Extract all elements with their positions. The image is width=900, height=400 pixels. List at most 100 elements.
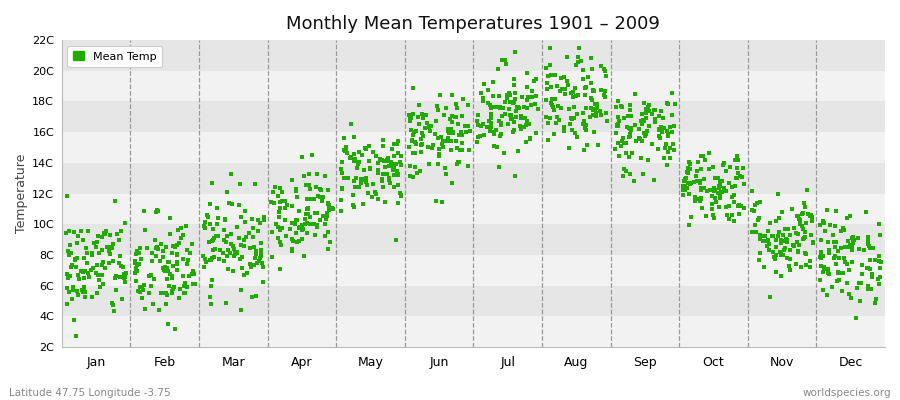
Point bbox=[787, 224, 801, 231]
Point bbox=[69, 255, 84, 261]
Point bbox=[627, 178, 642, 184]
Point bbox=[288, 188, 302, 194]
Point bbox=[688, 194, 702, 200]
Point bbox=[547, 72, 562, 78]
Point bbox=[834, 227, 849, 234]
Point bbox=[156, 253, 170, 260]
Point bbox=[493, 133, 508, 139]
Point bbox=[76, 268, 90, 275]
Point bbox=[835, 288, 850, 294]
Point bbox=[681, 222, 696, 229]
Point bbox=[567, 104, 581, 110]
Point bbox=[70, 233, 85, 239]
Point bbox=[697, 176, 711, 182]
Point bbox=[652, 126, 666, 133]
Point bbox=[285, 220, 300, 226]
Point bbox=[245, 294, 259, 300]
Point bbox=[813, 222, 827, 228]
Point bbox=[507, 99, 521, 105]
Point bbox=[566, 94, 580, 101]
Point bbox=[381, 154, 395, 161]
Point bbox=[374, 156, 388, 162]
Point bbox=[628, 138, 643, 144]
Point bbox=[562, 106, 576, 112]
Point bbox=[59, 193, 74, 199]
Point bbox=[429, 198, 444, 204]
Point bbox=[300, 230, 314, 236]
Point bbox=[692, 198, 706, 204]
Point bbox=[702, 166, 716, 172]
Point bbox=[719, 168, 733, 174]
Point bbox=[482, 118, 496, 125]
Point bbox=[539, 79, 554, 86]
Point bbox=[454, 132, 469, 138]
Point bbox=[872, 252, 886, 259]
Point bbox=[461, 163, 475, 169]
Point bbox=[418, 125, 432, 131]
Point bbox=[635, 138, 650, 144]
Point bbox=[616, 115, 631, 121]
Point bbox=[816, 218, 831, 224]
Point bbox=[204, 180, 219, 186]
Point bbox=[320, 213, 334, 219]
Point bbox=[523, 134, 537, 141]
Point bbox=[386, 184, 400, 190]
Point bbox=[349, 175, 364, 181]
Point bbox=[159, 300, 174, 307]
Point bbox=[860, 241, 875, 247]
Point bbox=[472, 112, 486, 118]
Point bbox=[868, 300, 883, 306]
Point bbox=[830, 277, 844, 284]
Point bbox=[442, 130, 456, 136]
Point bbox=[520, 94, 535, 101]
Point bbox=[758, 233, 772, 240]
Point bbox=[256, 263, 271, 270]
Point bbox=[176, 256, 190, 262]
Point bbox=[275, 189, 290, 195]
Point bbox=[445, 92, 459, 98]
Point bbox=[642, 108, 656, 114]
Point bbox=[507, 119, 521, 125]
Point bbox=[74, 227, 88, 234]
Point bbox=[622, 134, 636, 140]
Point bbox=[248, 251, 263, 257]
Point bbox=[416, 115, 430, 122]
Point bbox=[181, 257, 195, 264]
Point bbox=[456, 96, 471, 102]
Point bbox=[355, 177, 369, 183]
Point bbox=[224, 241, 238, 247]
Point bbox=[751, 217, 765, 224]
Point bbox=[369, 153, 383, 160]
Point bbox=[841, 280, 855, 286]
Point bbox=[212, 247, 227, 254]
Point bbox=[152, 307, 166, 314]
Point bbox=[791, 231, 806, 238]
Point bbox=[519, 118, 534, 124]
Point bbox=[170, 242, 184, 249]
Point bbox=[589, 110, 603, 116]
Point bbox=[365, 194, 380, 201]
Point bbox=[309, 184, 323, 190]
Point bbox=[788, 230, 803, 237]
Point bbox=[410, 141, 424, 147]
Point bbox=[562, 144, 576, 151]
Point bbox=[579, 105, 593, 112]
Point bbox=[526, 78, 541, 84]
Point bbox=[84, 267, 98, 274]
Point bbox=[359, 146, 374, 152]
Point bbox=[716, 184, 731, 191]
Point bbox=[422, 124, 436, 130]
Point bbox=[868, 257, 882, 263]
Point bbox=[639, 105, 653, 112]
Point bbox=[217, 216, 231, 223]
Point bbox=[117, 275, 131, 282]
Point bbox=[417, 132, 431, 139]
Point bbox=[547, 96, 562, 102]
Point bbox=[96, 230, 111, 236]
Point bbox=[179, 223, 194, 230]
Point bbox=[285, 236, 300, 242]
Point bbox=[661, 149, 675, 156]
Point bbox=[149, 244, 164, 251]
Point bbox=[198, 225, 212, 231]
Point bbox=[406, 132, 420, 138]
